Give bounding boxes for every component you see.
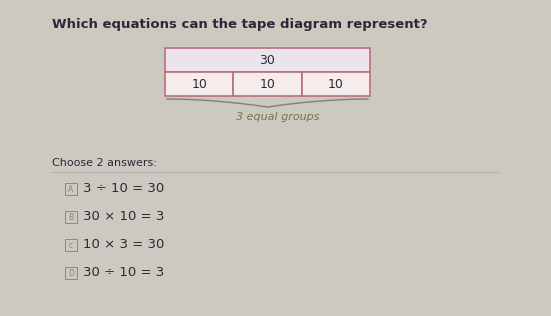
FancyBboxPatch shape bbox=[65, 211, 77, 223]
Text: B: B bbox=[68, 212, 74, 222]
FancyBboxPatch shape bbox=[65, 183, 77, 195]
FancyBboxPatch shape bbox=[165, 48, 370, 72]
Text: 3 equal groups: 3 equal groups bbox=[236, 112, 319, 122]
FancyBboxPatch shape bbox=[65, 239, 77, 251]
Text: 10 × 3 = 30: 10 × 3 = 30 bbox=[83, 239, 164, 252]
Text: 30: 30 bbox=[260, 53, 276, 66]
FancyBboxPatch shape bbox=[233, 72, 301, 96]
Text: Choose 2 answers:: Choose 2 answers: bbox=[52, 158, 157, 168]
Text: c: c bbox=[69, 240, 73, 250]
Text: 3 ÷ 10 = 30: 3 ÷ 10 = 30 bbox=[83, 183, 164, 196]
FancyBboxPatch shape bbox=[165, 72, 233, 96]
Text: D: D bbox=[68, 269, 74, 277]
Text: 30 ÷ 10 = 3: 30 ÷ 10 = 3 bbox=[83, 266, 164, 279]
Text: Which equations can the tape diagram represent?: Which equations can the tape diagram rep… bbox=[52, 18, 428, 31]
Text: 10: 10 bbox=[328, 77, 344, 90]
FancyBboxPatch shape bbox=[65, 267, 77, 279]
Text: 30 × 10 = 3: 30 × 10 = 3 bbox=[83, 210, 164, 223]
FancyBboxPatch shape bbox=[301, 72, 370, 96]
Text: A: A bbox=[68, 185, 74, 193]
Text: 10: 10 bbox=[191, 77, 207, 90]
Text: 10: 10 bbox=[260, 77, 276, 90]
